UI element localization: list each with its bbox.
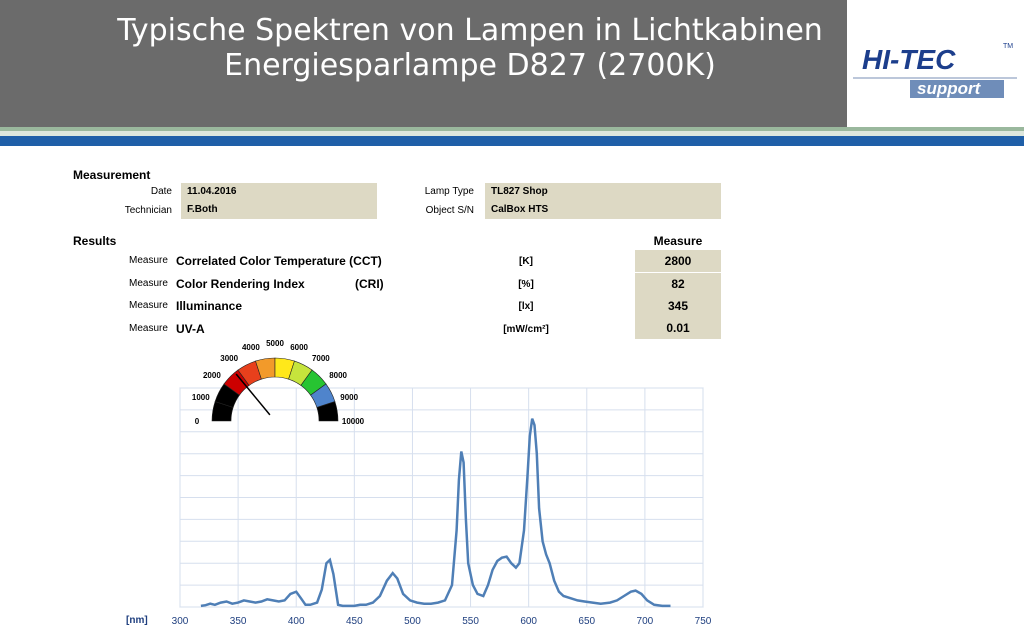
illuminance-value: 345 [635, 295, 721, 317]
logo-wordmark: HI-TEC [862, 44, 956, 75]
uva-unit: [mW/cm²] [503, 324, 549, 335]
cri-value: 82 [635, 273, 721, 295]
illuminance-name: Illuminance [176, 299, 243, 313]
measure-prefix: Measure [129, 255, 168, 266]
measurement-heading: Measurement [73, 168, 151, 182]
illuminance-unit: [lx] [518, 301, 534, 312]
cct-value: 2800 [635, 250, 721, 272]
measure-prefix: Measure [129, 323, 168, 334]
cri-unit: [%] [518, 279, 534, 290]
x-tick-label: 700 [637, 616, 654, 627]
spectrum-series-line [200, 418, 671, 608]
measure-column-header: Measure [653, 234, 703, 248]
header-bar [0, 0, 847, 127]
cri-abbrev: (CRI) [355, 277, 384, 291]
cct-name: Correlated Color Temperature (CCT) [176, 254, 382, 268]
gauge-tick-label: 8000 [329, 371, 347, 380]
divider-stripe [0, 131, 1024, 136]
object-sn-label: Object S/N [425, 205, 474, 216]
x-tick-label: 500 [404, 616, 421, 627]
gauge-tick-label: 6000 [290, 343, 308, 352]
x-tick-label: 600 [520, 616, 537, 627]
x-tick-label: 750 [695, 616, 712, 627]
x-tick-label: 550 [462, 616, 479, 627]
x-tick-label: 450 [346, 616, 363, 627]
gauge-tick-label: 5000 [266, 339, 284, 348]
lamp-type-label: Lamp Type [424, 186, 474, 197]
gauge-tick-label: 3000 [220, 354, 238, 363]
divider-stripe [0, 127, 1024, 131]
technician-label: Technician [124, 205, 172, 216]
page-subtitle: Energiesparlampe D827 (2700K) [224, 48, 716, 83]
results-heading: Results [73, 234, 117, 248]
cri-name: Color Rendering Index [176, 277, 305, 291]
x-tick-label: 300 [172, 616, 189, 627]
page-title: Typische Spektren von Lampen in Lichtkab… [117, 13, 823, 48]
x-axis-label: [nm] [126, 615, 148, 626]
logo-trademark: TM [1003, 43, 1013, 50]
gauge-needle [235, 373, 271, 416]
gauge-segment [316, 401, 339, 422]
x-tick-label: 400 [288, 616, 305, 627]
hitec-logo: HI-TEC TM support [847, 0, 1024, 127]
gauge-tick-label: 2000 [203, 371, 221, 380]
date-value: 11.04.2016 [181, 183, 377, 201]
object-sn-value: CalBox HTS [485, 201, 721, 219]
gauge-tick-label: 4000 [242, 343, 260, 352]
x-tick-label: 350 [230, 616, 247, 627]
measure-prefix: Measure [129, 300, 168, 311]
logo-support: support [917, 79, 982, 98]
cct-unit: [K] [519, 256, 533, 267]
gauge-tick-label: 1000 [192, 393, 210, 402]
date-label: Date [150, 186, 172, 197]
gauge-tick-label: 9000 [340, 393, 358, 402]
x-tick-label: 650 [578, 616, 595, 627]
technician-value: F.Both [181, 201, 377, 219]
uva-value: 0.01 [635, 317, 721, 339]
divider-stripe [0, 136, 1024, 146]
gauge-tick-label: 0 [195, 417, 200, 426]
measure-prefix: Measure [129, 278, 168, 289]
lamp-type-value: TL827 Shop [485, 183, 721, 201]
gauge-tick-label: 7000 [312, 354, 330, 363]
gauge-tick-label: 10000 [342, 417, 365, 426]
uva-name: UV-A [176, 322, 205, 336]
